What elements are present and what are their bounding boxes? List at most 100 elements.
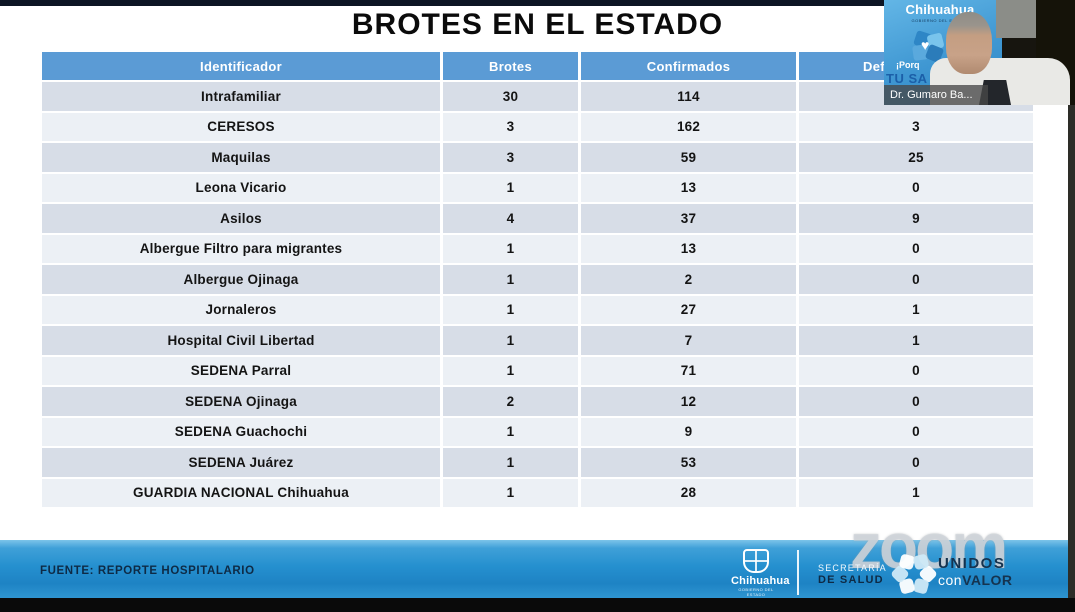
outbreaks-table: Identificador Brotes Confirmados Def Int… bbox=[42, 52, 1033, 509]
cell-def: 1 bbox=[799, 295, 1033, 324]
cell-confirmados: 12 bbox=[581, 387, 796, 416]
banner-slogan-line1: ¡Porq bbox=[896, 60, 920, 70]
unidos-pinwheel-icon bbox=[890, 550, 938, 598]
chihuahua-logo: Chihuahua GOBIERNO DEL ESTADO bbox=[731, 549, 790, 597]
table-header-row: Identificador Brotes Confirmados Def bbox=[42, 52, 1033, 80]
cell-brotes: 1 bbox=[443, 448, 578, 477]
cell-identificador: Asilos bbox=[42, 204, 440, 233]
heart-logo-icon: ♥ bbox=[912, 30, 946, 64]
header-identificador: Identificador bbox=[42, 52, 440, 80]
slide-title: BROTES EN EL ESTADO bbox=[351, 8, 724, 41]
cell-def: 9 bbox=[799, 204, 1033, 233]
unidos-valor: VALOR bbox=[962, 571, 1013, 588]
cell-def: 0 bbox=[799, 356, 1033, 385]
cell-confirmados: 27 bbox=[581, 295, 796, 324]
cell-brotes: 1 bbox=[443, 295, 578, 324]
cell-def: 1 bbox=[799, 478, 1033, 507]
right-edge-strip bbox=[1068, 6, 1075, 598]
cell-identificador: SEDENA Parral bbox=[42, 356, 440, 385]
table-row: Leona Vicario 1 13 0 bbox=[42, 173, 1033, 202]
table-row: SEDENA Parral 1 71 0 bbox=[42, 356, 1033, 385]
cell-confirmados: 162 bbox=[581, 112, 796, 141]
banner-brand-text: Chihuahua bbox=[905, 2, 975, 17]
top-letterbox-bar bbox=[0, 0, 1075, 6]
table-row: SEDENA Ojinaga 2 12 0 bbox=[42, 387, 1033, 416]
cell-identificador: Intrafamiliar bbox=[42, 82, 440, 111]
unidos-con: con bbox=[938, 571, 963, 588]
banner-subtitle-text: GOBIERNO DEL ESTADO bbox=[911, 18, 969, 23]
cell-confirmados: 71 bbox=[581, 356, 796, 385]
cell-identificador: GUARDIA NACIONAL Chihuahua bbox=[42, 478, 440, 507]
cell-identificador: Leona Vicario bbox=[42, 173, 440, 202]
cell-identificador: Jornaleros bbox=[42, 295, 440, 324]
cell-identificador: Hospital Civil Libertad bbox=[42, 326, 440, 355]
secretaria-line2: DE SALUD bbox=[818, 574, 884, 587]
cell-confirmados: 9 bbox=[581, 417, 796, 446]
cell-brotes: 1 bbox=[443, 234, 578, 263]
cell-brotes: 30 bbox=[443, 82, 578, 111]
cell-def: 1 bbox=[799, 326, 1033, 355]
table-row: Albergue Ojinaga 1 2 0 bbox=[42, 265, 1033, 294]
cell-brotes: 1 bbox=[443, 478, 578, 507]
chihuahua-logo-subtitle: GOBIERNO DEL ESTADO bbox=[738, 587, 774, 597]
cell-def: 25 bbox=[799, 143, 1033, 172]
cell-identificador: CERESOS bbox=[42, 112, 440, 141]
cell-brotes: 3 bbox=[443, 143, 578, 172]
header-brotes: Brotes bbox=[443, 52, 578, 80]
cell-confirmados: 13 bbox=[581, 173, 796, 202]
table-row: SEDENA Guachochi 1 9 0 bbox=[42, 417, 1033, 446]
unidos-con-valor-logo: UNIDOS conVALOR bbox=[938, 555, 1013, 588]
cell-confirmados: 2 bbox=[581, 265, 796, 294]
table-row: GUARDIA NACIONAL Chihuahua 1 28 1 bbox=[42, 478, 1033, 507]
cell-confirmados: 7 bbox=[581, 326, 796, 355]
cell-brotes: 1 bbox=[443, 417, 578, 446]
cell-confirmados: 37 bbox=[581, 204, 796, 233]
cell-identificador: Albergue Ojinaga bbox=[42, 265, 440, 294]
cell-identificador: Maquilas bbox=[42, 143, 440, 172]
cell-brotes: 3 bbox=[443, 112, 578, 141]
unidos-line2: conVALOR bbox=[938, 571, 1013, 588]
secretaria-de-salud-logo: SECRETARÍA DE SALUD bbox=[818, 563, 887, 588]
unidos-line1: UNIDOS bbox=[938, 555, 1006, 572]
cell-identificador: SEDENA Juárez bbox=[42, 448, 440, 477]
cell-brotes: 1 bbox=[443, 265, 578, 294]
cell-def: 0 bbox=[799, 387, 1033, 416]
banner-slogan-line2: TU SA bbox=[886, 71, 928, 86]
table-row: CERESOS 3 162 3 bbox=[42, 112, 1033, 141]
header-confirmados: Confirmados bbox=[581, 52, 796, 80]
bottom-letterbox-bar bbox=[0, 598, 1075, 612]
table-row: Intrafamiliar 30 114 bbox=[42, 82, 1033, 111]
chihuahua-logo-name: Chihuahua bbox=[731, 575, 790, 587]
table-row: Hospital Civil Libertad 1 7 1 bbox=[42, 326, 1033, 355]
table-row: Asilos 4 37 9 bbox=[42, 204, 1033, 233]
table-row: Maquilas 3 59 25 bbox=[42, 143, 1033, 172]
participant-video-tile[interactable]: Chihuahua GOBIERNO DEL ESTADO ♥ ¡Porq TU… bbox=[884, 0, 1075, 105]
speaker-face bbox=[946, 12, 992, 74]
table-row: Albergue Filtro para migrantes 1 13 0 bbox=[42, 234, 1033, 263]
cell-confirmados: 28 bbox=[581, 478, 796, 507]
table-row: SEDENA Juárez 1 53 0 bbox=[42, 448, 1033, 477]
cell-def: 3 bbox=[799, 112, 1033, 141]
cell-brotes: 2 bbox=[443, 387, 578, 416]
source-note: FUENTE: REPORTE HOSPITALARIO bbox=[40, 565, 255, 577]
secretaria-line1: SECRETARÍA bbox=[818, 563, 887, 573]
cell-identificador: SEDENA Guachochi bbox=[42, 417, 440, 446]
chihuahua-shield-icon bbox=[743, 549, 769, 573]
cell-brotes: 1 bbox=[443, 356, 578, 385]
cell-def: 0 bbox=[799, 234, 1033, 263]
cell-def: 0 bbox=[799, 265, 1033, 294]
cell-brotes: 4 bbox=[443, 204, 578, 233]
cell-brotes: 1 bbox=[443, 326, 578, 355]
cell-def: 0 bbox=[799, 448, 1033, 477]
cell-confirmados: 59 bbox=[581, 143, 796, 172]
cell-confirmados: 53 bbox=[581, 448, 796, 477]
cell-identificador: SEDENA Ojinaga bbox=[42, 387, 440, 416]
cell-confirmados: 114 bbox=[581, 82, 796, 111]
cell-def: 0 bbox=[799, 173, 1033, 202]
footer-divider bbox=[797, 550, 799, 595]
table-row: Jornaleros 1 27 1 bbox=[42, 295, 1033, 324]
cell-confirmados: 13 bbox=[581, 234, 796, 263]
participant-name-label: Dr. Gumaro Ba... bbox=[884, 85, 988, 105]
cell-identificador: Albergue Filtro para migrantes bbox=[42, 234, 440, 263]
